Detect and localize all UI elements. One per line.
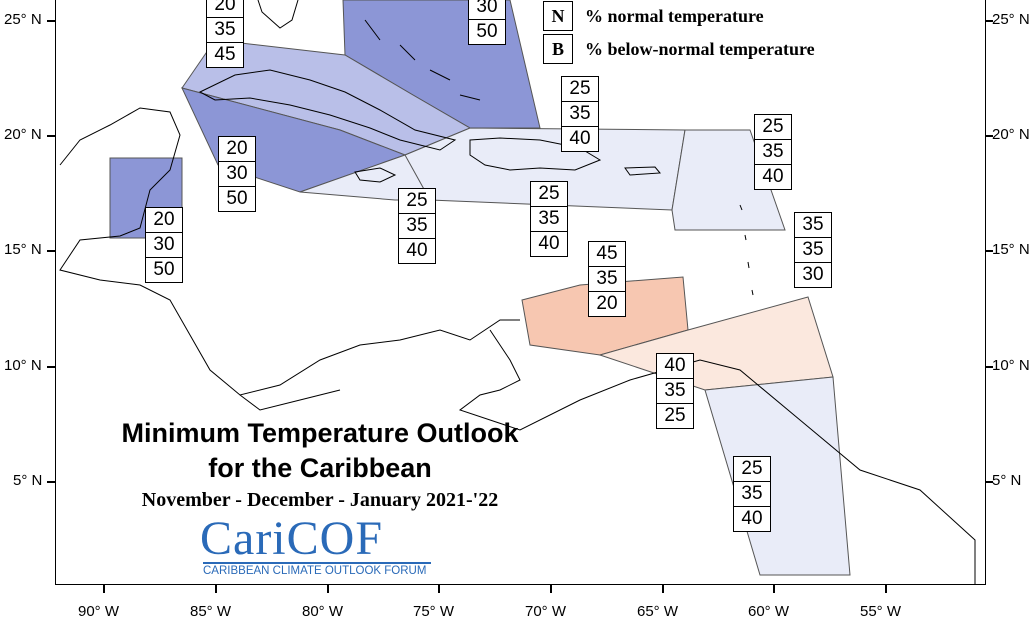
- prob-normal: 35: [207, 18, 243, 43]
- tick: [47, 20, 55, 22]
- prob-below: 20: [596, 293, 618, 314]
- lat-label-10-left: 10° N: [4, 357, 42, 374]
- prob-box-leeward: 25 35 40: [754, 114, 792, 190]
- lon-label-65: 65° W: [637, 603, 679, 620]
- map-subtitle: November - December - January 2021-'22: [141, 489, 499, 511]
- prob-normal: 35: [755, 140, 791, 165]
- lat-label-20-left: 20° N: [4, 126, 42, 143]
- prob-below: 50: [226, 188, 248, 209]
- caricof-tagline: CARIBBEAN CLIMATE OUTLOOK FORUM: [203, 565, 427, 577]
- lon-label-90: 90° W: [78, 603, 120, 620]
- prob-box-belize: 20 30 50: [145, 207, 183, 283]
- prob-normal: 30: [219, 162, 255, 187]
- prob-box-hispaniola-north: 25 35 40: [561, 76, 599, 152]
- tick: [47, 250, 55, 252]
- map-title-line1: Minimum Temperature Outlook: [121, 418, 519, 448]
- lat-label-10-right: 10° N: [992, 357, 1030, 374]
- tick: [985, 481, 993, 483]
- prob-above: 20: [146, 208, 182, 233]
- coastlines: [59, 0, 976, 585]
- prob-above: 25: [562, 77, 598, 102]
- prob-normal: 35: [531, 207, 567, 232]
- legend-text-below: % below-normal temperature: [585, 38, 815, 59]
- lat-label-5-left: 5° N: [13, 472, 43, 489]
- prob-box-windward: 35 35 30: [794, 212, 832, 288]
- legend-normal: N % normal temperature: [543, 1, 764, 31]
- legend-below: B % below-normal temperature: [543, 34, 815, 64]
- tick: [985, 250, 993, 252]
- lon-label-80: 80° W: [302, 603, 344, 620]
- prob-normal: 35: [399, 214, 435, 239]
- prob-normal: 35: [734, 482, 770, 507]
- prob-normal: 30: [146, 233, 182, 258]
- prob-normal: 35: [795, 238, 831, 263]
- prob-above: 45: [589, 242, 625, 267]
- tick: [47, 366, 55, 368]
- tick: [215, 585, 217, 593]
- prob-below: 40: [762, 166, 784, 187]
- prob-above: 20: [219, 137, 255, 162]
- lat-label-25-left: 25° N: [4, 11, 42, 28]
- prob-box-bahamas: 30 50: [468, 0, 506, 45]
- logo-divider: [203, 562, 431, 564]
- tick: [985, 366, 993, 368]
- prob-box-jamaica: 25 35 40: [398, 188, 436, 264]
- prob-above: 25: [399, 189, 435, 214]
- prob-below: 50: [153, 259, 175, 280]
- lon-label-70: 70° W: [525, 603, 567, 620]
- prob-below: 40: [569, 128, 591, 149]
- tick: [773, 585, 775, 593]
- map-title-line2: for the Caribbean: [208, 453, 432, 483]
- prob-normal: 35: [562, 102, 598, 127]
- tick: [438, 585, 440, 593]
- tick: [47, 481, 55, 483]
- legend-key-n: N: [543, 1, 573, 31]
- prob-above: 25: [755, 115, 791, 140]
- tick: [985, 135, 993, 137]
- tick: [47, 135, 55, 137]
- lon-label-55: 55° W: [860, 603, 902, 620]
- prob-box-guianas: 25 35 40: [733, 456, 771, 532]
- prob-above: 35: [795, 213, 831, 238]
- prob-below: 50: [476, 21, 498, 42]
- caricof-logo: CariCOF: [200, 512, 384, 565]
- lat-label-25-right: 25° N: [992, 11, 1030, 28]
- prob-box-abc-islands: 45 35 20: [588, 241, 626, 317]
- tick: [985, 20, 993, 22]
- legend-key-b: B: [543, 34, 573, 64]
- prob-above: 20: [207, 0, 243, 18]
- tick: [885, 585, 887, 593]
- prob-below: 30: [802, 264, 824, 285]
- prob-normal: 35: [657, 379, 693, 404]
- prob-below: 25: [664, 405, 686, 426]
- prob-box-turks-caicos: 20 35 45: [206, 0, 244, 68]
- lon-label-75: 75° W: [413, 603, 455, 620]
- tick: [103, 585, 105, 593]
- map-frame: [55, 0, 986, 585]
- prob-above: 25: [531, 182, 567, 207]
- lat-label-20-right: 20° N: [992, 126, 1030, 143]
- lon-label-85: 85° W: [190, 603, 232, 620]
- prob-below: 45: [214, 44, 236, 65]
- prob-below: 40: [538, 233, 560, 254]
- lon-label-60: 60° W: [748, 603, 790, 620]
- lat-label-5-right: 5° N: [992, 472, 1022, 489]
- tick: [662, 585, 664, 593]
- legend-text-normal: % normal temperature: [585, 5, 764, 26]
- prob-below: 40: [406, 240, 428, 261]
- prob-above: 25: [734, 457, 770, 482]
- lat-label-15-left: 15° N: [4, 241, 42, 258]
- prob-normal: 30: [469, 0, 505, 20]
- prob-below: 40: [741, 508, 763, 529]
- tick: [550, 585, 552, 593]
- lat-label-15-right: 15° N: [992, 241, 1030, 258]
- prob-above: 40: [657, 354, 693, 379]
- prob-box-cuba-west: 20 30 50: [218, 136, 256, 212]
- prob-normal: 35: [589, 267, 625, 292]
- prob-box-trinidad: 40 35 25: [656, 353, 694, 429]
- prob-box-hispaniola: 25 35 40: [530, 181, 568, 257]
- tick: [327, 585, 329, 593]
